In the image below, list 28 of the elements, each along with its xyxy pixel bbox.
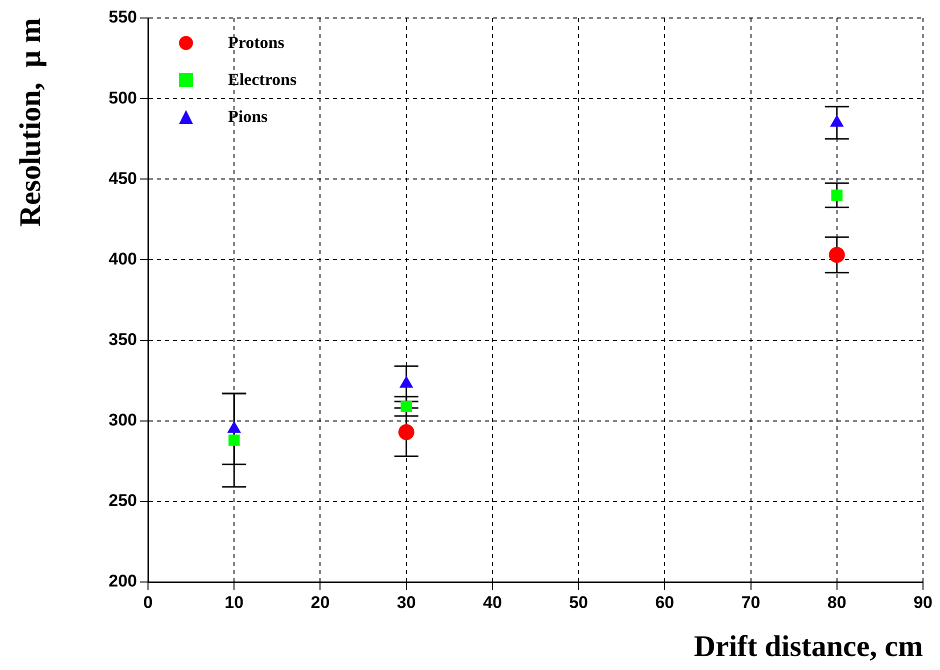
y-tick-label: 550 [108, 8, 137, 27]
point [828, 246, 845, 263]
y-tick-label: 200 [108, 572, 137, 591]
legend-label: Pions [228, 106, 268, 126]
y-tick-label: 450 [108, 168, 137, 188]
x-tick-label: 10 [224, 592, 244, 612]
x-tick-label: 50 [569, 592, 588, 612]
y-axis-title: Resolution, μ m [14, 18, 47, 227]
x-tick-label: 0 [143, 592, 153, 612]
y-tick-label: 400 [108, 249, 137, 268]
x-tick-label: 70 [741, 592, 760, 612]
point [228, 434, 240, 446]
legend-label: Protons [228, 32, 284, 52]
point [398, 424, 414, 440]
point [400, 400, 412, 412]
legend-label: Electrons [228, 70, 297, 90]
x-tick-label: 90 [914, 592, 932, 612]
x-axis-title: Drift distance, cm [694, 630, 923, 663]
y-tick-label: 500 [108, 88, 137, 108]
x-tick-label: 20 [310, 592, 330, 612]
x-tick-label: 60 [655, 592, 674, 612]
y-tick-label: 250 [108, 491, 137, 510]
x-tick-label: 40 [482, 592, 502, 612]
x-tick-label: 30 [396, 592, 416, 612]
y-tick-label: 350 [108, 330, 137, 349]
x-tick-label: 80 [827, 592, 846, 612]
point [831, 190, 843, 201]
y-tick-label: 300 [108, 410, 137, 430]
